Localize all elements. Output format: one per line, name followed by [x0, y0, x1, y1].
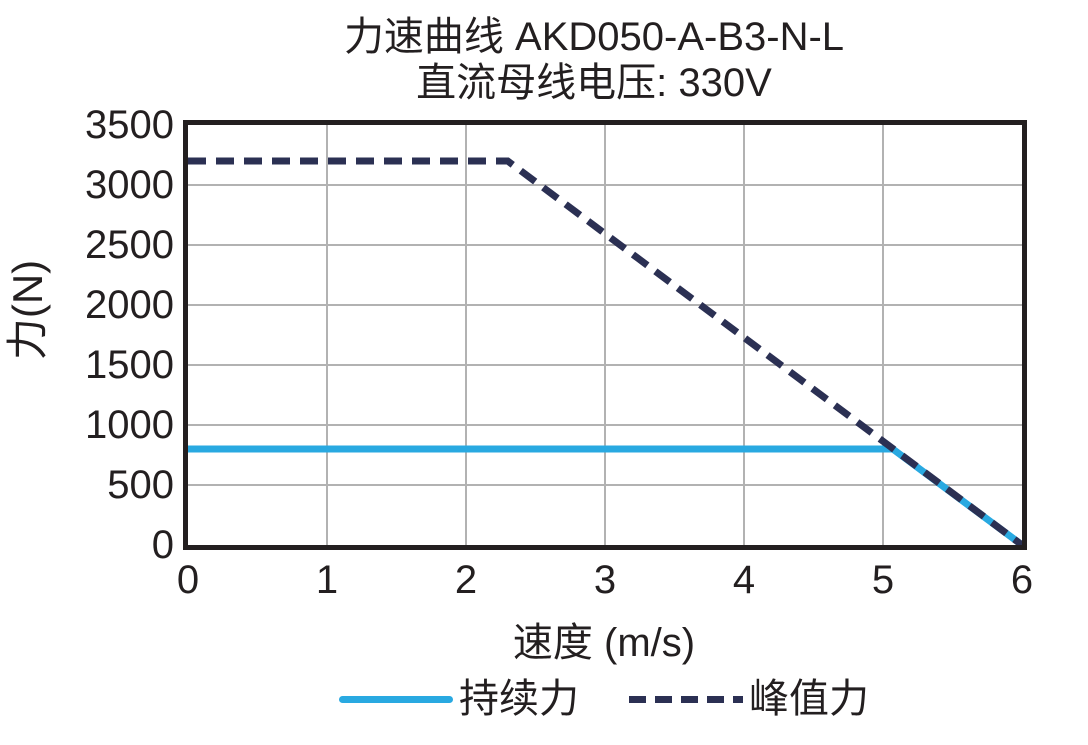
x-tick-label: 6	[1010, 558, 1034, 602]
chart-title: 力速曲线 AKD050-A-B3-N-L	[343, 15, 845, 59]
legend-item-continuous-force: 持续力	[339, 676, 579, 722]
dashed-line-icon	[629, 695, 743, 703]
x-tick-label: 5	[871, 558, 895, 602]
x-tick-label: 0	[176, 558, 200, 602]
y-tick-label: 500	[107, 463, 174, 507]
chart-subtitle: 直流母线电压: 330V	[416, 61, 772, 105]
y-tick-label: 0	[151, 523, 174, 567]
x-axis-label: 速度 (m/s)	[512, 621, 696, 665]
legend-label-continuous-force: 持续力	[459, 677, 579, 721]
solid-line-icon	[339, 695, 453, 703]
plot-canvas	[188, 125, 1022, 545]
legend: 持续力 峰值力	[188, 676, 1020, 722]
y-tick-label: 1500	[85, 343, 174, 387]
legend-label-peak-force: 峰值力	[749, 677, 869, 721]
y-tick-label: 3500	[85, 103, 174, 147]
x-tick-label: 3	[593, 558, 617, 602]
y-tick-label: 3000	[85, 163, 174, 207]
y-tick-label: 2000	[85, 283, 174, 327]
x-tick-label: 1	[315, 558, 339, 602]
legend-item-peak-force: 峰值力	[629, 676, 869, 722]
x-tick-label: 2	[454, 558, 478, 602]
chart-title-block: 力速曲线 AKD050-A-B3-N-L 直流母线电压: 330V	[188, 14, 1000, 106]
peak-force-line	[188, 157, 1022, 545]
x-tick-label: 4	[732, 558, 756, 602]
y-tick-label: 2500	[85, 223, 174, 267]
plot-area	[183, 120, 1027, 550]
y-tick-label: 1000	[85, 403, 174, 447]
